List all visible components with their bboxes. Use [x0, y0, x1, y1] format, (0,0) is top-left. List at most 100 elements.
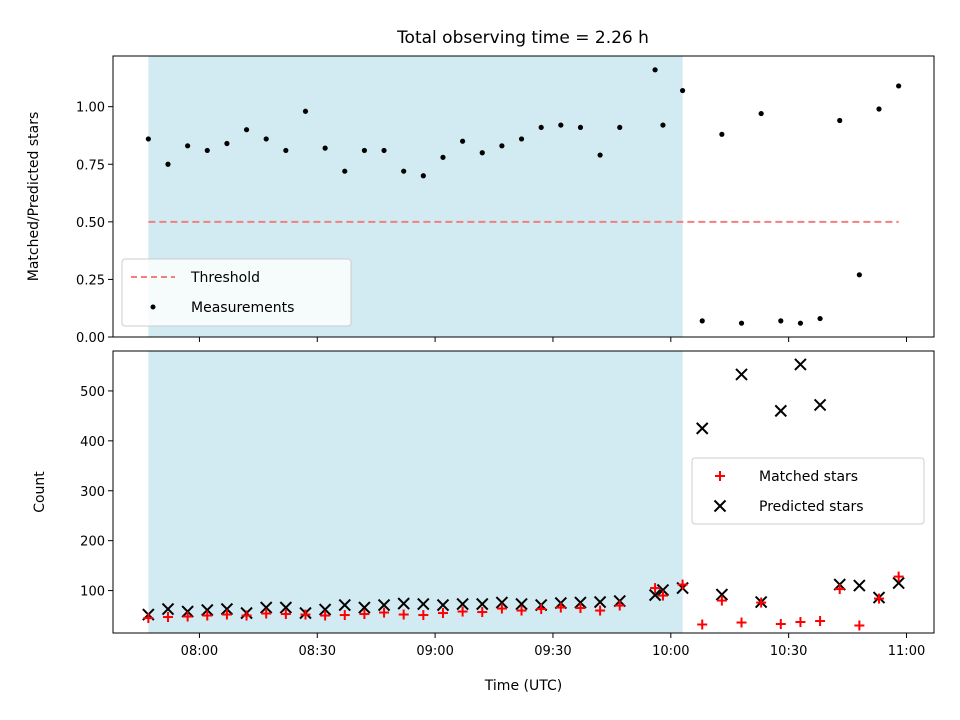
matched-point-36 — [854, 620, 865, 631]
measurement-point-7 — [283, 147, 289, 154]
bottom-y-tick-label-4: 500 — [80, 385, 105, 400]
predicted-point-6 — [259, 601, 273, 614]
matched-point-10 — [339, 610, 350, 621]
predicted-point-14 — [417, 597, 430, 611]
measurement-point-23 — [597, 152, 603, 158]
bottom-y-tick-label-2: 300 — [80, 485, 105, 500]
legend-threshold-label: Threshold — [190, 270, 260, 286]
bottom-y-tick-label-3: 400 — [80, 435, 105, 450]
measurement-point-16 — [460, 138, 466, 144]
top-y-tick-label-2: 0.50 — [76, 216, 105, 231]
measurement-point-36 — [856, 272, 862, 278]
predicted-point-33 — [794, 358, 807, 371]
predicted-point-23 — [593, 595, 607, 609]
measurement-point-11 — [361, 147, 368, 154]
measurement-point-14 — [420, 173, 426, 179]
bottom-x-tick-label-3: 09:30 — [534, 644, 571, 659]
bottom-axes-frame — [112, 350, 935, 634]
measurement-point-26 — [660, 122, 666, 128]
bottom-x-tick-label-0: 08:00 — [181, 644, 218, 659]
top-y-axis-label: Matched/Predicted stars — [26, 112, 42, 282]
top-x-ticks — [198, 337, 908, 342]
measurement-point-24 — [617, 124, 623, 131]
measurement-point-8 — [302, 108, 309, 114]
matched-point-2 — [182, 611, 193, 622]
matched-point-26 — [657, 590, 668, 601]
measurement-point-37 — [876, 106, 882, 112]
legend-predicted-swatch — [713, 499, 727, 513]
matched-point-23 — [595, 605, 606, 616]
legend-predicted-mark — [713, 499, 727, 513]
measurement-point-20 — [538, 124, 544, 131]
matched-point-14 — [418, 610, 429, 621]
predicted-point-15 — [436, 598, 450, 612]
matched-point-20 — [536, 604, 547, 615]
measurement-point-19 — [518, 136, 525, 142]
legend-measurements-swatch — [150, 304, 156, 310]
predicted-point-36 — [853, 579, 866, 592]
matched-point-33 — [795, 617, 806, 628]
predicted-point-30 — [735, 368, 748, 381]
bottom-y-ticks: 100 200 300 400 500 — [80, 385, 113, 600]
measurement-point-32 — [778, 318, 784, 324]
predicted-point-9 — [318, 603, 332, 616]
predicted-point-22 — [574, 596, 587, 609]
matched-point-3 — [202, 610, 213, 621]
top-legend-box — [121, 258, 352, 327]
legend-matched-swatch — [715, 471, 725, 481]
measurement-point-3 — [204, 147, 210, 154]
matched-point-22 — [575, 603, 586, 614]
top-y-tick-label-1: 0.25 — [76, 273, 105, 288]
measurement-point-0 — [145, 136, 151, 142]
matched-point-27 — [677, 579, 688, 590]
measurement-point-31 — [758, 110, 764, 117]
predicted-point-38 — [892, 576, 905, 590]
predicted-point-1 — [161, 602, 175, 616]
bottom-y-axis-label: Count — [32, 471, 48, 513]
bottom-y-tick-label-0: 100 — [80, 585, 105, 600]
bottom-panel: 100 200 300 400 500 08:00 08:30 09:00 09:30 10:0… — [32, 350, 935, 694]
predicted-point-34 — [813, 398, 827, 412]
top-y-tick-label-0: 0.00 — [76, 331, 105, 346]
bottom-x-tick-label-6: 11:00 — [888, 644, 925, 659]
matched-point-15 — [437, 608, 448, 619]
matched-point-16 — [457, 606, 468, 617]
predicted-point-18 — [495, 596, 509, 609]
measurement-point-21 — [558, 122, 564, 128]
matched-point-11 — [359, 609, 370, 620]
bottom-x-tick-label-5: 10:30 — [770, 644, 807, 659]
predicted-point-32 — [774, 404, 788, 418]
matched-point-35 — [834, 584, 845, 595]
predicted-point-29 — [715, 588, 729, 601]
matched-point-28 — [697, 619, 708, 630]
legend-predicted-label: Predicted stars — [759, 499, 864, 515]
matched-point-34 — [815, 616, 826, 627]
matched-point-24 — [614, 600, 625, 611]
measurement-point-29 — [719, 131, 725, 137]
matched-point-21 — [555, 602, 566, 613]
measurement-point-38 — [896, 83, 902, 89]
matched-point-13 — [398, 609, 409, 620]
measurement-point-4 — [224, 140, 230, 147]
predicted-point-3 — [201, 603, 214, 617]
top-axes-frame — [112, 55, 935, 338]
bottom-x-tick-label-2: 09:00 — [416, 644, 453, 659]
top-y-tick-label-4: 1.00 — [76, 101, 105, 116]
measurement-point-35 — [837, 117, 843, 124]
top-y-ticks: 0.00 0.25 0.50 0.75 1.00 — [76, 101, 113, 346]
predicted-point-7 — [279, 601, 293, 614]
bottom-x-tick-label-1: 08:30 — [299, 644, 336, 659]
matched-point-8 — [300, 609, 311, 620]
measurement-point-12 — [381, 147, 387, 154]
measurement-point-18 — [499, 143, 505, 149]
top-legend: Threshold Measurements — [121, 258, 352, 327]
matched-point-25 — [650, 583, 661, 594]
predicted-point-16 — [456, 597, 469, 611]
matched-point-4 — [221, 609, 232, 620]
matched-point-32 — [775, 619, 786, 630]
measurement-point-33 — [797, 320, 804, 326]
bottom-x-axis-label: Time (UTC) — [484, 678, 562, 694]
predicted-point-12 — [377, 598, 391, 612]
matched-point-1 — [162, 612, 173, 623]
